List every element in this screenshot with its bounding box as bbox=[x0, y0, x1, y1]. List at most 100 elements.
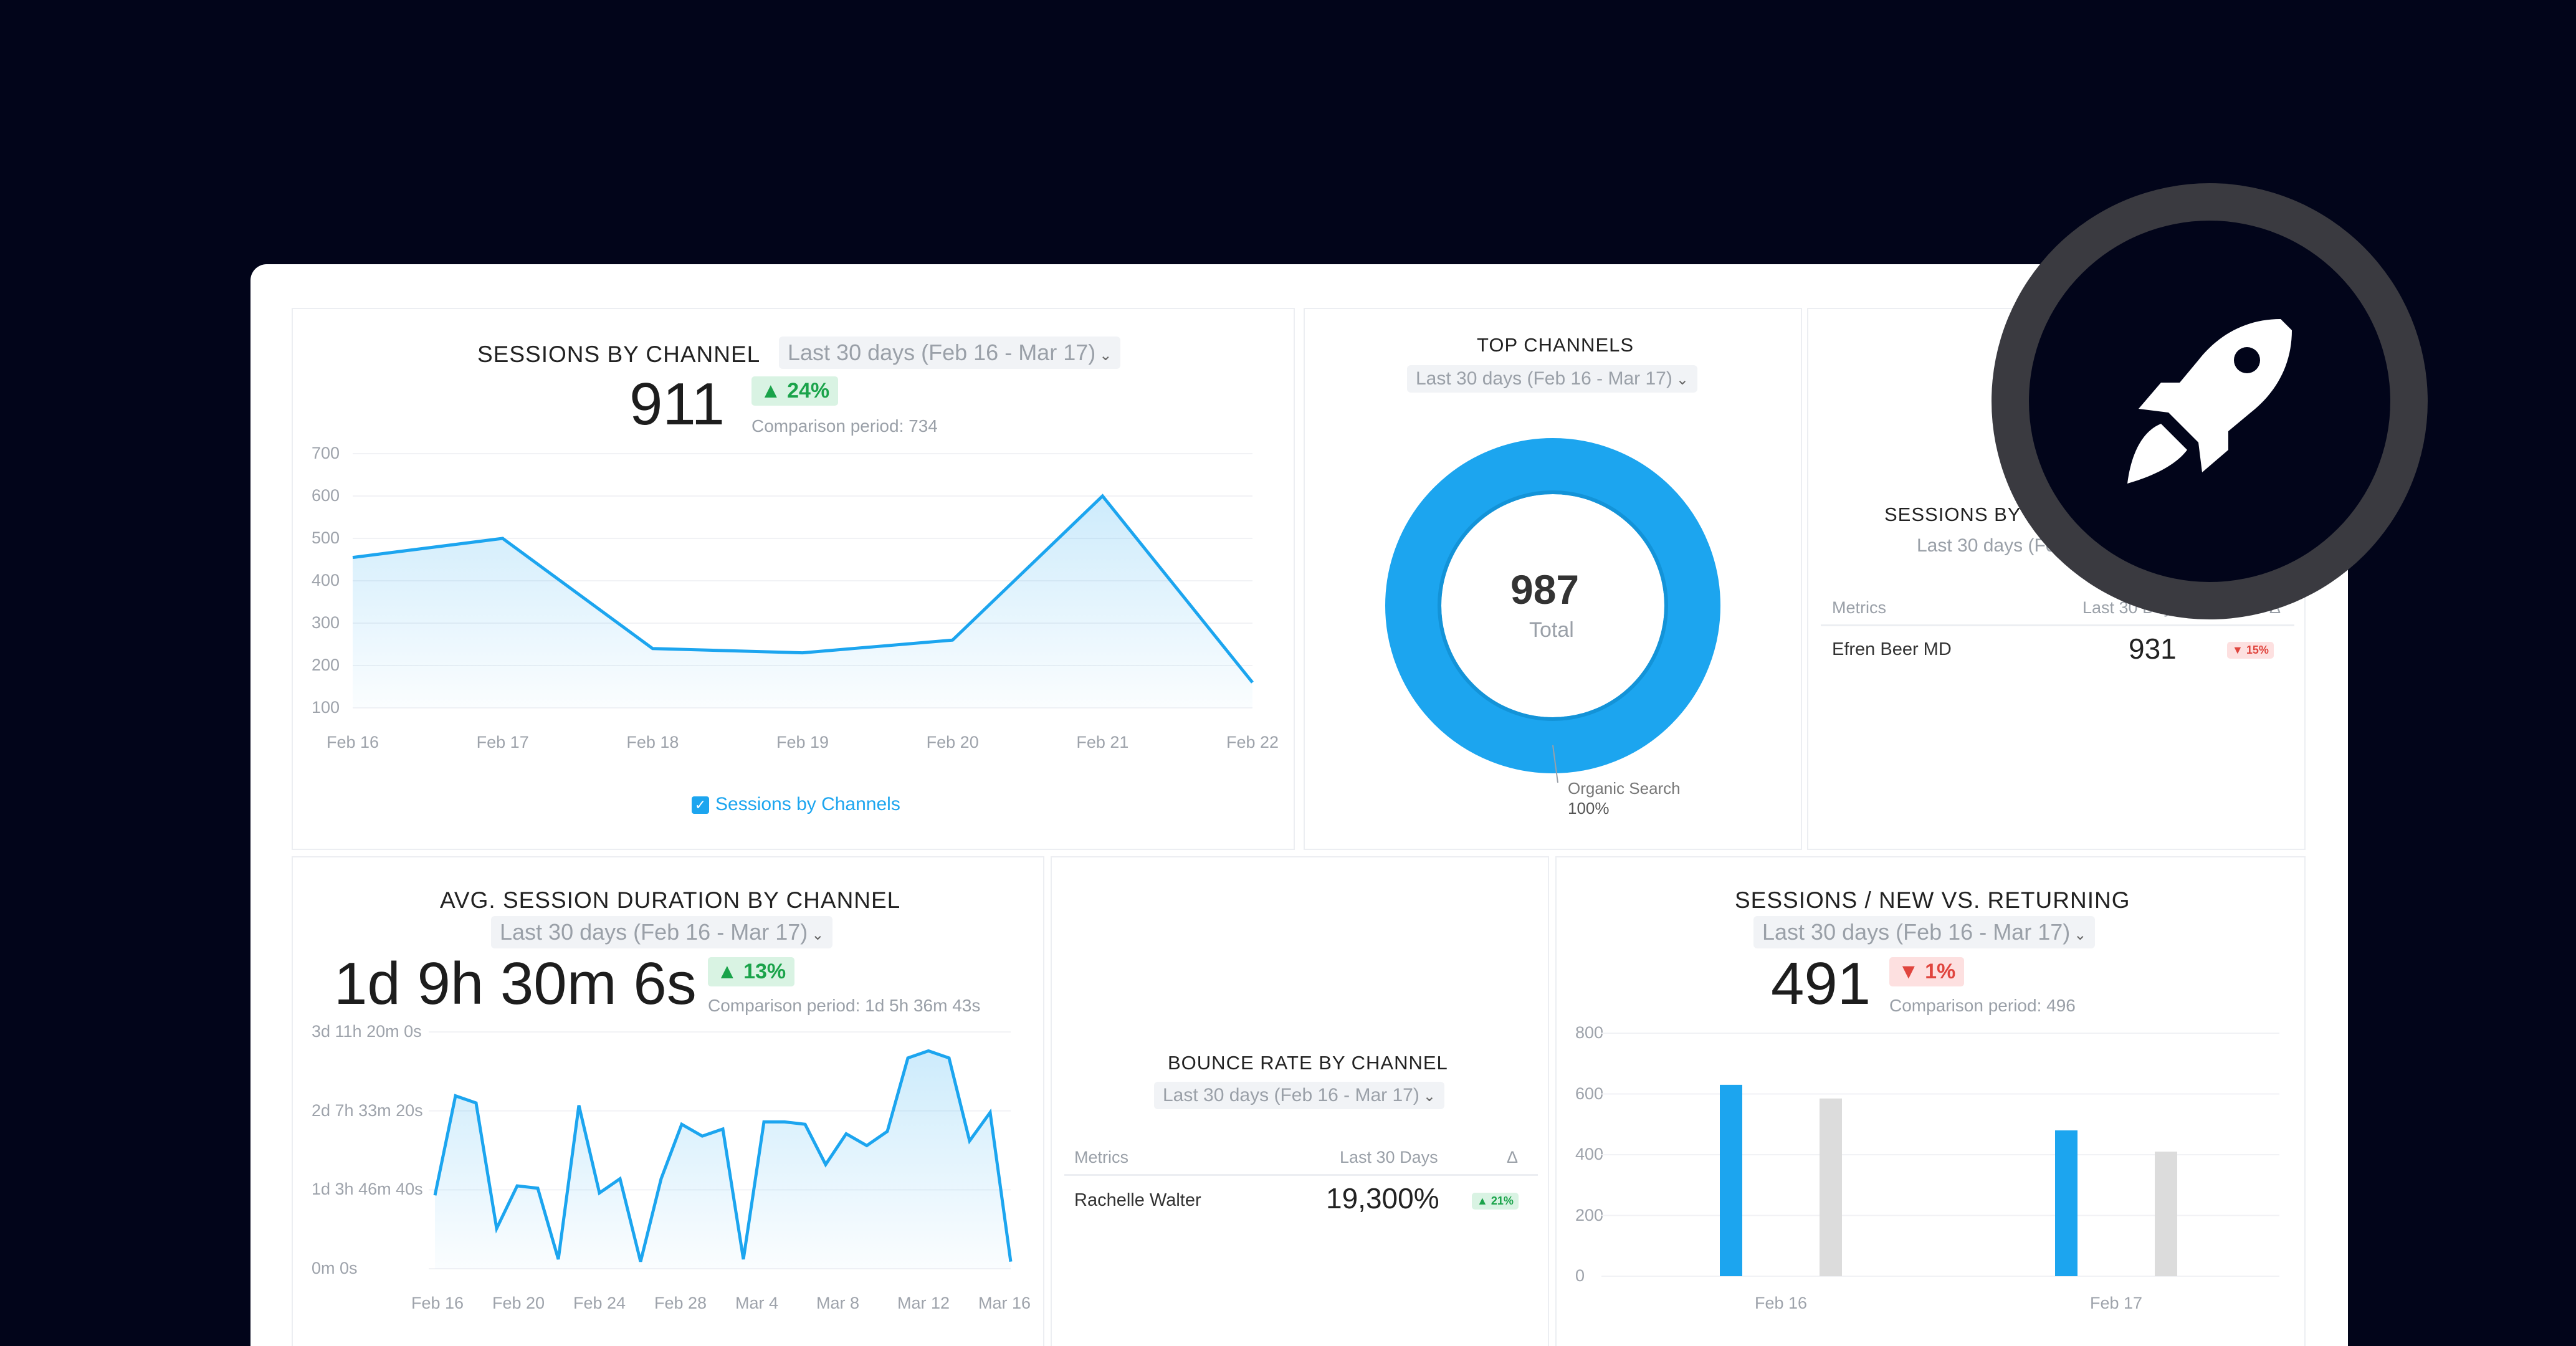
column-header-period: Last 30 Days bbox=[1340, 1148, 1438, 1167]
x-axis-tick: Mar 16 bbox=[978, 1294, 1031, 1312]
slice-label: Organic Search bbox=[1568, 779, 1681, 798]
card-title: SESSIONS BY CHANNEL bbox=[477, 341, 761, 367]
column-header-metrics: Metrics bbox=[1074, 1148, 1128, 1167]
table-divider bbox=[1064, 1174, 1538, 1176]
metric-value: 911 bbox=[629, 371, 725, 437]
x-axis-tick: Feb 21 bbox=[1076, 733, 1129, 752]
y-axis-tick: 300 bbox=[312, 613, 340, 632]
x-axis-tick: Feb 18 bbox=[626, 733, 679, 752]
table-row-change: ▲ 21% bbox=[1472, 1193, 1519, 1210]
rocket-icon bbox=[2127, 319, 2292, 484]
y-axis-tick: 700 bbox=[312, 444, 340, 462]
x-axis-tick: Feb 17 bbox=[476, 733, 529, 752]
donut-total-value: 987 bbox=[1510, 566, 1580, 613]
y-axis-tick: 800 bbox=[1575, 1023, 1604, 1042]
y-axis-tick: 100 bbox=[312, 698, 340, 717]
column-header-delta: Δ bbox=[1507, 1148, 1519, 1167]
bar-new-0 bbox=[1720, 1084, 1742, 1276]
x-axis-tick: Feb 24 bbox=[573, 1294, 626, 1312]
donut-chart bbox=[1385, 438, 1720, 783]
card-new-vs-returning: SESSIONS / NEW VS. RETURNING Last 30 day… bbox=[1555, 856, 2306, 1346]
bar-returning-1 bbox=[2155, 1152, 2177, 1276]
y-axis-tick: 600 bbox=[312, 486, 340, 505]
y-axis-tick: 2d 7h 33m 20s bbox=[312, 1100, 423, 1120]
chevron-down-icon: ⌄ bbox=[1423, 1088, 1436, 1105]
x-axis-tick: Feb 16 bbox=[411, 1294, 464, 1312]
table-row-name: Rachelle Walter bbox=[1074, 1190, 1201, 1210]
y-axis-tick: 400 bbox=[1575, 1145, 1604, 1163]
slice-percent: 100% bbox=[1568, 799, 1610, 818]
card-avg-session-duration: AVG. SESSION DURATION BY CHANNEL Last 30… bbox=[292, 856, 1044, 1346]
change-badge: ▼ 1% bbox=[1889, 957, 1965, 986]
card-title: AVG. SESSION DURATION BY CHANNEL bbox=[440, 887, 901, 913]
y-axis-tick: 1d 3h 46m 40s bbox=[312, 1180, 423, 1199]
card-sessions-by-channel: SESSIONS BY CHANNEL Last 30 days (Feb 16… bbox=[292, 308, 1295, 850]
x-axis-tick: Mar 12 bbox=[897, 1294, 950, 1312]
slice-leader-line bbox=[1552, 745, 1558, 783]
chevron-down-icon: ⌄ bbox=[1099, 347, 1112, 364]
change-badge: ▲ 13% bbox=[708, 957, 795, 986]
x-axis-tick: Mar 4 bbox=[735, 1294, 779, 1312]
period-label: Last 30 days (Feb 16 - Mar 17) bbox=[500, 919, 808, 945]
metric-value: 491 bbox=[1771, 950, 1871, 1017]
y-axis-tick: 0m 0s bbox=[312, 1259, 358, 1277]
card-top-channels: TOP CHANNELS Last 30 days (Feb 16 - Mar … bbox=[1304, 308, 1802, 850]
x-axis-tick: Feb 28 bbox=[654, 1294, 707, 1312]
y-axis-tick: 400 bbox=[312, 571, 340, 589]
period-label: Last 30 days (Feb 16 - Mar 17) bbox=[788, 340, 1096, 365]
y-axis-tick: 3d 11h 20m 0s bbox=[312, 1022, 422, 1041]
sessions-line-chart bbox=[352, 453, 1254, 709]
series-line bbox=[433, 1049, 1013, 1262]
checkbox-icon: ✓ bbox=[692, 796, 709, 814]
donut-total-label: Total bbox=[1529, 618, 1574, 642]
x-axis-tick: Feb 20 bbox=[492, 1294, 545, 1312]
comparison-text: Comparison period: 496 bbox=[1889, 996, 2076, 1015]
period-dropdown[interactable]: Last 30 days (Feb 16 - Mar 17) ⌄ bbox=[491, 916, 833, 948]
chevron-down-icon: ⌄ bbox=[1676, 371, 1689, 388]
table-row-value: 19,300% bbox=[1326, 1182, 1439, 1215]
period-label: Last 30 days (Feb 16 - Mar 17) bbox=[1416, 368, 1672, 389]
table-row-name: Efren Beer MD bbox=[1832, 639, 1952, 659]
period-dropdown[interactable]: Last 30 days (Feb 16 - Mar 17) ⌄ bbox=[1407, 365, 1697, 393]
period-dropdown[interactable]: Last 30 days (Feb 16 - Mar 17) ⌄ bbox=[1154, 1082, 1444, 1109]
y-axis-tick: 200 bbox=[1575, 1205, 1604, 1224]
table-divider bbox=[1821, 624, 2294, 626]
x-axis-tick: Feb 19 bbox=[776, 733, 829, 752]
donut-inner-edge bbox=[1438, 490, 1668, 721]
comparison-text: Comparison period: 734 bbox=[751, 416, 938, 436]
card-bounce-rate: BOUNCE RATE BY CHANNEL Last 30 days (Feb… bbox=[1051, 856, 1549, 1346]
chevron-down-icon: ⌄ bbox=[811, 927, 824, 943]
period-label: Last 30 days (Feb 16 - Mar 17) bbox=[1762, 919, 2071, 945]
x-axis-tick: Feb 20 bbox=[926, 733, 979, 752]
new-vs-returning-bar-chart bbox=[1601, 1033, 2279, 1277]
card-title: BOUNCE RATE BY CHANNEL bbox=[1168, 1052, 1448, 1074]
chevron-down-icon: ⌄ bbox=[2074, 927, 2087, 943]
bar-returning-0 bbox=[1820, 1098, 1842, 1276]
series-area bbox=[353, 496, 1252, 708]
y-axis-tick: 0 bbox=[1575, 1266, 1585, 1285]
card-title: SESSIONS / NEW VS. RETURNING bbox=[1735, 887, 2130, 913]
y-axis-tick: 200 bbox=[312, 656, 340, 674]
series-area bbox=[435, 1051, 1011, 1269]
column-header-metrics: Metrics bbox=[1832, 598, 1886, 617]
table-row-value: 931 bbox=[2129, 632, 2177, 665]
period-dropdown[interactable]: Last 30 days (Feb 16 - Mar 17) ⌄ bbox=[1753, 916, 2096, 948]
x-axis-tick: Mar 8 bbox=[816, 1294, 860, 1312]
legend-item[interactable]: ✓ Sessions by Channels bbox=[692, 794, 900, 815]
y-axis-tick: 600 bbox=[1575, 1084, 1604, 1103]
change-badge: ▲ 24% bbox=[751, 376, 839, 406]
x-axis-tick: Feb 17 bbox=[2090, 1294, 2143, 1312]
legend-label: Sessions by Channels bbox=[715, 794, 900, 814]
bar-new-1 bbox=[2055, 1130, 2077, 1276]
metric-value: 1d 9h 30m 6s bbox=[334, 950, 697, 1017]
comparison-text: Comparison period: 1d 5h 36m 43s bbox=[708, 996, 981, 1015]
card-title: TOP CHANNELS bbox=[1477, 334, 1634, 356]
y-axis-tick: 500 bbox=[312, 528, 340, 547]
x-axis-tick: Feb 22 bbox=[1226, 733, 1279, 752]
table-row-change: ▼ 15% bbox=[2227, 642, 2274, 659]
x-axis-tick: Feb 16 bbox=[1755, 1294, 1808, 1312]
period-label: Last 30 days (Feb 16 - Mar 17) bbox=[1163, 1085, 1419, 1105]
period-dropdown[interactable]: Last 30 days (Feb 16 - Mar 17) ⌄ bbox=[779, 336, 1121, 369]
x-axis-tick: Feb 16 bbox=[327, 733, 379, 752]
duration-line-chart bbox=[429, 1031, 1013, 1269]
